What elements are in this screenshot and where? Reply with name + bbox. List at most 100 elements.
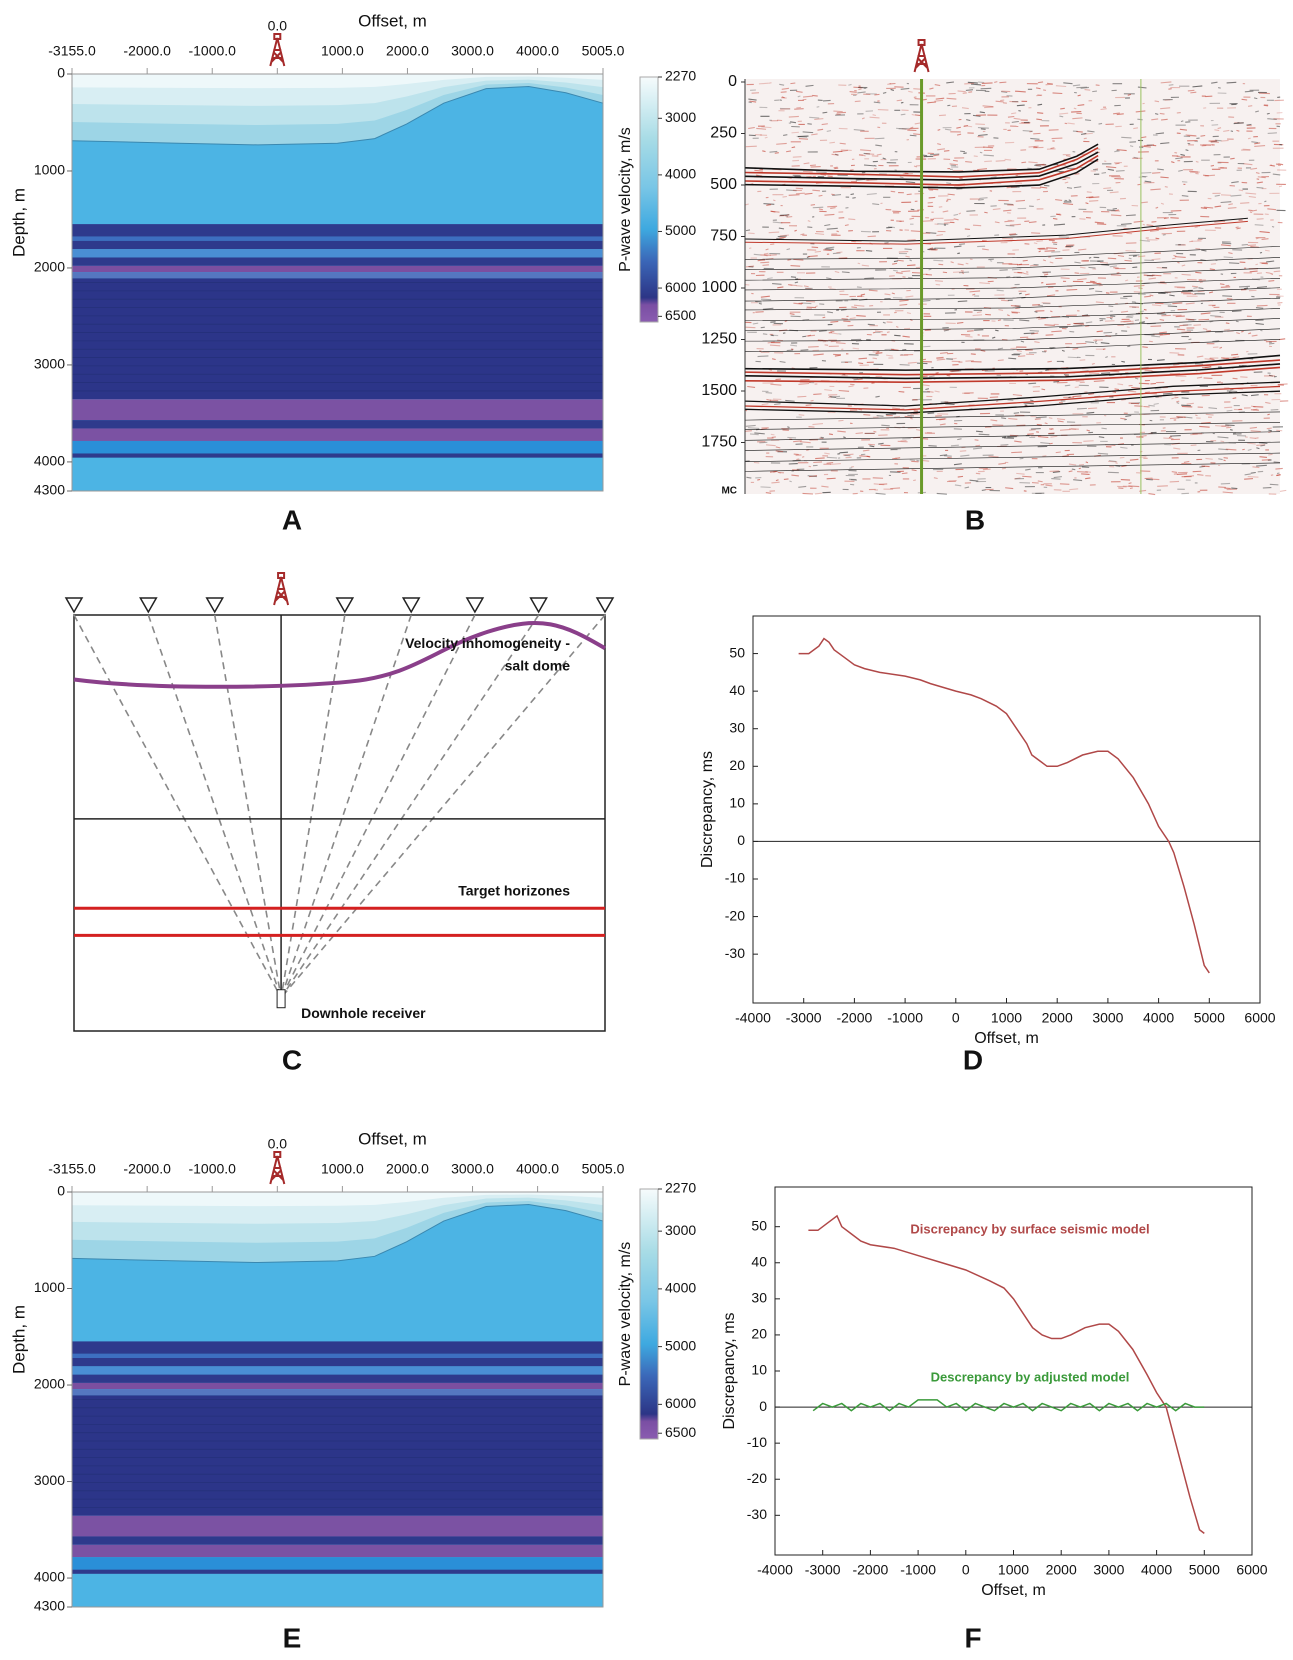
noise-trace <box>952 159 958 162</box>
noise-trace <box>1202 328 1208 330</box>
colorbar-tick-label: 2270 <box>665 1180 696 1196</box>
noise-trace <box>1144 295 1151 298</box>
noise-trace <box>901 472 908 475</box>
noise-trace <box>964 82 975 85</box>
x-tick-label: 3000.0 <box>451 43 494 59</box>
noise-trace <box>764 136 768 139</box>
noise-trace <box>1247 476 1259 478</box>
y-tick-label: 1750 <box>701 434 737 451</box>
noise-trace <box>976 311 982 314</box>
noise-trace <box>995 100 1004 103</box>
noise-trace <box>800 233 805 236</box>
noise-trace <box>979 282 991 285</box>
noise-trace <box>1125 414 1132 417</box>
series-label: Descrepancy by adjusted model <box>931 1369 1130 1384</box>
noise-trace <box>1083 137 1087 140</box>
noise-trace <box>1228 252 1233 255</box>
noise-trace <box>911 113 915 116</box>
noise-trace <box>1006 186 1017 189</box>
noise-trace <box>950 444 959 447</box>
noise-trace <box>1221 357 1230 360</box>
noise-trace <box>913 165 917 168</box>
plot-frame <box>71 73 604 492</box>
noise-trace <box>1159 112 1165 115</box>
noise-trace <box>1195 271 1202 274</box>
noise-trace <box>780 91 787 93</box>
noise-trace <box>1139 489 1147 492</box>
noise-trace <box>1256 447 1260 450</box>
noise-trace <box>1114 150 1120 153</box>
noise-trace <box>756 127 767 130</box>
layer <box>72 1358 603 1367</box>
series-line <box>798 637 1210 974</box>
noise-trace <box>1232 397 1237 400</box>
noise-trace <box>895 457 901 460</box>
noise-trace <box>821 123 828 126</box>
derrick-frame <box>269 1155 286 1185</box>
noise-trace <box>914 122 921 125</box>
noise-trace <box>1048 417 1053 419</box>
noise-trace <box>1151 118 1159 121</box>
noise-trace <box>989 260 993 262</box>
noise-trace <box>1268 374 1274 377</box>
y-axis-title: Depth, m <box>9 188 28 257</box>
noise-trace <box>1051 477 1061 480</box>
noise-trace <box>1084 88 1091 91</box>
noise-trace <box>946 182 952 185</box>
panel-label: F <box>964 1622 981 1653</box>
noise-trace <box>816 106 820 108</box>
noise-trace <box>1181 264 1186 267</box>
noise-trace <box>827 175 833 178</box>
x-tick-label: 3000.0 <box>451 1161 494 1177</box>
y-tick-label: 4000 <box>34 1569 65 1585</box>
noise-trace <box>925 388 930 391</box>
noise-trace <box>873 430 877 433</box>
noise-trace <box>933 259 944 262</box>
ray-path <box>280 614 346 998</box>
noise-trace <box>863 164 875 167</box>
noise-trace <box>907 414 915 417</box>
noise-trace <box>1204 358 1215 361</box>
noise-trace <box>805 404 812 407</box>
noise-trace <box>1142 223 1145 226</box>
noise-trace <box>1199 425 1210 428</box>
x-tick-label: -2000.0 <box>123 1161 171 1177</box>
noise-trace <box>1231 353 1239 356</box>
noise-trace <box>1001 436 1007 439</box>
noise-trace <box>1046 294 1056 297</box>
noise-trace <box>1266 427 1272 430</box>
reflector <box>744 363 1281 380</box>
noise-trace <box>979 151 983 154</box>
noise-trace <box>1029 330 1039 332</box>
x-tick-label: -2000 <box>836 1010 872 1026</box>
noise-trace <box>1050 428 1053 431</box>
noise-trace <box>994 221 1000 224</box>
noise-trace <box>1272 173 1281 176</box>
x-tick-label: 5000 <box>1194 1010 1225 1026</box>
noise-trace <box>1120 417 1126 420</box>
colorbar-tick-label: 4000 <box>665 166 696 182</box>
noise-trace <box>1036 163 1045 166</box>
noise-trace <box>1030 137 1040 140</box>
noise-trace <box>900 113 906 116</box>
noise-trace <box>1142 346 1148 348</box>
noise-trace <box>828 433 833 436</box>
noise-trace <box>933 154 940 157</box>
layer <box>72 1382 603 1390</box>
noise-trace <box>787 284 793 286</box>
noise-trace <box>811 133 818 136</box>
noise-trace <box>1218 458 1223 461</box>
noise-trace <box>1019 457 1024 460</box>
noise-trace <box>891 348 899 351</box>
noise-trace <box>936 356 944 359</box>
noise-trace <box>762 150 766 153</box>
noise-trace <box>787 436 797 439</box>
noise-trace <box>779 234 789 237</box>
noise-trace <box>969 479 979 482</box>
noise-trace <box>1081 473 1090 476</box>
noise-trace <box>1176 400 1180 403</box>
noise-trace <box>1181 331 1192 333</box>
noise-trace <box>765 392 773 394</box>
reflector <box>744 381 1281 407</box>
noise-trace <box>1074 272 1079 274</box>
